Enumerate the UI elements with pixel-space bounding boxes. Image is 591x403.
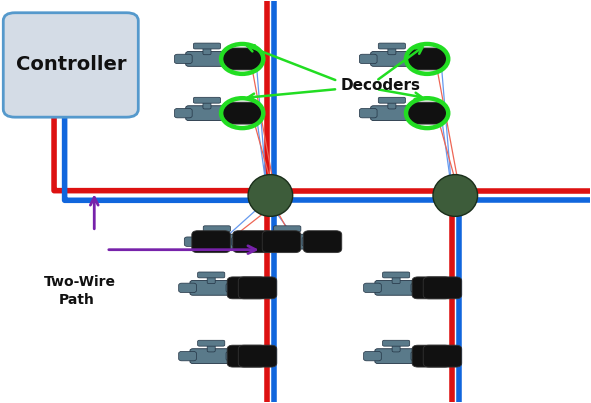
FancyBboxPatch shape (423, 277, 462, 299)
FancyBboxPatch shape (197, 340, 225, 346)
FancyBboxPatch shape (378, 43, 405, 49)
Ellipse shape (433, 174, 478, 216)
FancyBboxPatch shape (207, 274, 215, 284)
FancyBboxPatch shape (222, 108, 239, 118)
FancyBboxPatch shape (174, 108, 192, 118)
FancyBboxPatch shape (227, 277, 266, 299)
FancyBboxPatch shape (411, 351, 428, 361)
FancyBboxPatch shape (411, 283, 428, 293)
FancyBboxPatch shape (363, 283, 381, 293)
Text: Controller: Controller (15, 56, 126, 75)
FancyBboxPatch shape (378, 97, 405, 103)
FancyBboxPatch shape (371, 52, 413, 66)
FancyBboxPatch shape (232, 237, 249, 246)
FancyBboxPatch shape (193, 43, 220, 49)
FancyBboxPatch shape (4, 13, 138, 117)
FancyBboxPatch shape (203, 99, 211, 109)
FancyBboxPatch shape (207, 342, 215, 352)
FancyBboxPatch shape (174, 54, 192, 64)
FancyBboxPatch shape (266, 234, 309, 249)
FancyBboxPatch shape (186, 52, 228, 66)
FancyBboxPatch shape (197, 272, 225, 278)
FancyBboxPatch shape (255, 237, 272, 246)
FancyBboxPatch shape (233, 231, 271, 253)
FancyBboxPatch shape (238, 277, 277, 299)
FancyBboxPatch shape (408, 102, 446, 124)
FancyBboxPatch shape (412, 345, 450, 367)
FancyBboxPatch shape (392, 342, 400, 352)
FancyBboxPatch shape (359, 54, 377, 64)
FancyBboxPatch shape (375, 349, 417, 364)
FancyBboxPatch shape (274, 226, 301, 232)
FancyBboxPatch shape (302, 237, 320, 246)
FancyBboxPatch shape (359, 108, 377, 118)
FancyBboxPatch shape (408, 48, 446, 70)
FancyBboxPatch shape (407, 54, 424, 64)
Text: Path: Path (59, 293, 95, 307)
FancyBboxPatch shape (412, 277, 450, 299)
FancyBboxPatch shape (303, 231, 342, 253)
FancyBboxPatch shape (190, 280, 232, 295)
FancyBboxPatch shape (196, 234, 238, 249)
FancyBboxPatch shape (192, 231, 230, 253)
FancyBboxPatch shape (382, 340, 410, 346)
FancyBboxPatch shape (227, 345, 266, 367)
FancyBboxPatch shape (238, 345, 277, 367)
FancyBboxPatch shape (382, 272, 410, 278)
FancyBboxPatch shape (407, 108, 424, 118)
FancyBboxPatch shape (262, 231, 301, 253)
FancyBboxPatch shape (375, 280, 417, 295)
FancyBboxPatch shape (226, 351, 243, 361)
FancyBboxPatch shape (388, 45, 396, 55)
FancyBboxPatch shape (203, 45, 211, 55)
FancyBboxPatch shape (392, 274, 400, 284)
FancyBboxPatch shape (213, 228, 221, 237)
FancyBboxPatch shape (423, 345, 462, 367)
FancyBboxPatch shape (283, 228, 291, 237)
Text: Decoders: Decoders (341, 77, 421, 93)
FancyBboxPatch shape (203, 226, 230, 232)
Text: Two-Wire: Two-Wire (44, 275, 116, 289)
FancyBboxPatch shape (178, 283, 196, 293)
FancyBboxPatch shape (184, 237, 202, 246)
FancyBboxPatch shape (193, 97, 220, 103)
Ellipse shape (248, 174, 293, 216)
FancyBboxPatch shape (190, 349, 232, 364)
FancyBboxPatch shape (226, 283, 243, 293)
FancyBboxPatch shape (371, 106, 413, 120)
FancyBboxPatch shape (223, 102, 261, 124)
FancyBboxPatch shape (186, 106, 228, 120)
FancyBboxPatch shape (363, 351, 381, 361)
FancyBboxPatch shape (223, 48, 261, 70)
FancyBboxPatch shape (388, 99, 396, 109)
FancyBboxPatch shape (222, 54, 239, 64)
FancyBboxPatch shape (178, 351, 196, 361)
